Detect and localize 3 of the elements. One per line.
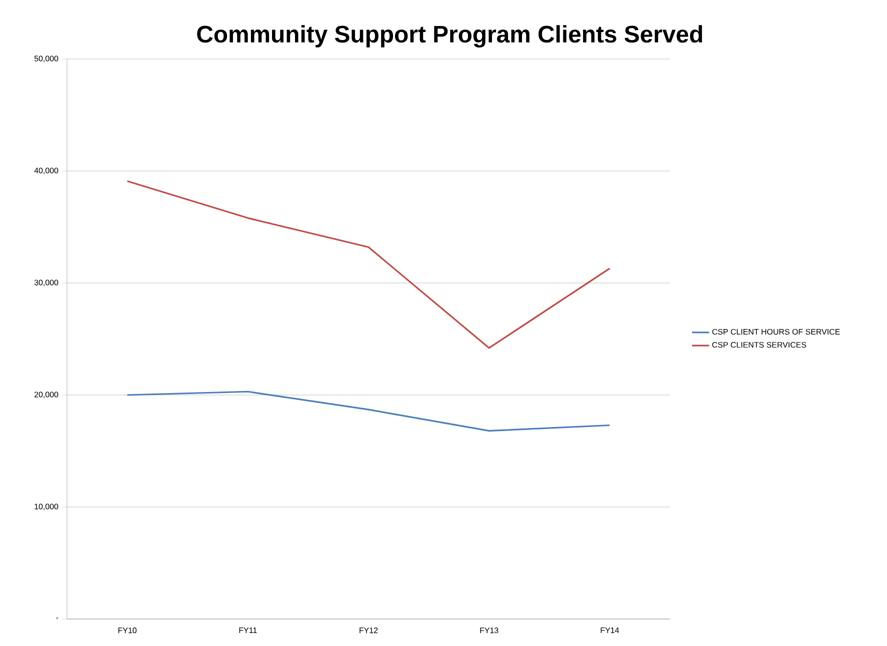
line-series [126, 390, 611, 432]
chart-title: Community Support Program Clients Served [197, 25, 702, 48]
line-series [126, 180, 611, 349]
